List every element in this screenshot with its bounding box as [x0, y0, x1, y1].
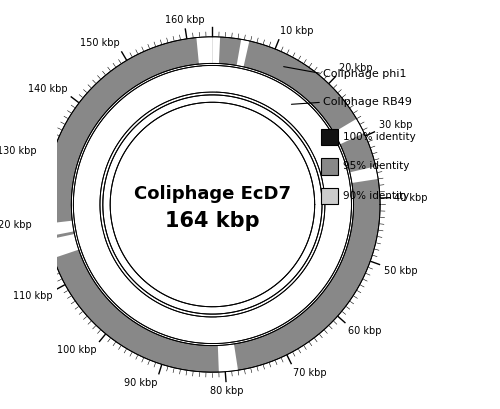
Polygon shape: [196, 37, 212, 64]
Text: 160 kbp: 160 kbp: [165, 15, 204, 25]
Text: 30 kbp: 30 kbp: [378, 120, 412, 130]
Polygon shape: [236, 40, 250, 67]
Polygon shape: [46, 221, 74, 236]
Text: 80 kbp: 80 kbp: [210, 386, 243, 396]
Text: Coliphage RB49: Coliphage RB49: [323, 97, 412, 107]
Polygon shape: [216, 317, 228, 343]
Text: 60 kbp: 60 kbp: [348, 326, 382, 336]
Text: 150 kbp: 150 kbp: [80, 38, 120, 48]
Text: 40 kbp: 40 kbp: [394, 193, 428, 202]
Polygon shape: [350, 166, 378, 183]
Polygon shape: [49, 234, 78, 258]
Text: Coliphage EcD7: Coliphage EcD7: [134, 185, 291, 203]
Polygon shape: [218, 344, 238, 372]
Polygon shape: [310, 136, 338, 156]
Polygon shape: [72, 63, 354, 346]
Polygon shape: [212, 37, 220, 63]
Bar: [321, 188, 338, 204]
Polygon shape: [202, 66, 212, 92]
Bar: [321, 129, 338, 145]
Polygon shape: [100, 92, 325, 317]
Polygon shape: [103, 95, 322, 314]
Text: 164 kbp: 164 kbp: [165, 211, 260, 231]
Text: 140 kbp: 140 kbp: [28, 84, 68, 94]
Text: 110 kbp: 110 kbp: [13, 292, 52, 301]
Text: 100 kbp: 100 kbp: [57, 345, 96, 355]
Text: 100% identity: 100% identity: [343, 132, 415, 142]
Text: 10 kbp: 10 kbp: [280, 26, 314, 36]
Bar: [321, 158, 338, 175]
Polygon shape: [212, 66, 216, 92]
Polygon shape: [44, 37, 380, 372]
Polygon shape: [110, 102, 314, 307]
Text: 50 kbp: 50 kbp: [384, 266, 418, 276]
Text: 20 kbp: 20 kbp: [338, 63, 372, 73]
Text: 70 kbp: 70 kbp: [293, 368, 327, 378]
Text: 90 kbp: 90 kbp: [124, 378, 158, 388]
Polygon shape: [323, 175, 349, 187]
Text: 90% identity: 90% identity: [343, 191, 409, 201]
Text: 95% identity: 95% identity: [343, 162, 409, 171]
Text: 130 kbp: 130 kbp: [0, 146, 37, 156]
Polygon shape: [334, 119, 364, 144]
Polygon shape: [74, 65, 351, 344]
Text: 120 kbp: 120 kbp: [0, 220, 32, 230]
Polygon shape: [77, 228, 104, 244]
Text: Coliphage phi1: Coliphage phi1: [323, 69, 406, 79]
